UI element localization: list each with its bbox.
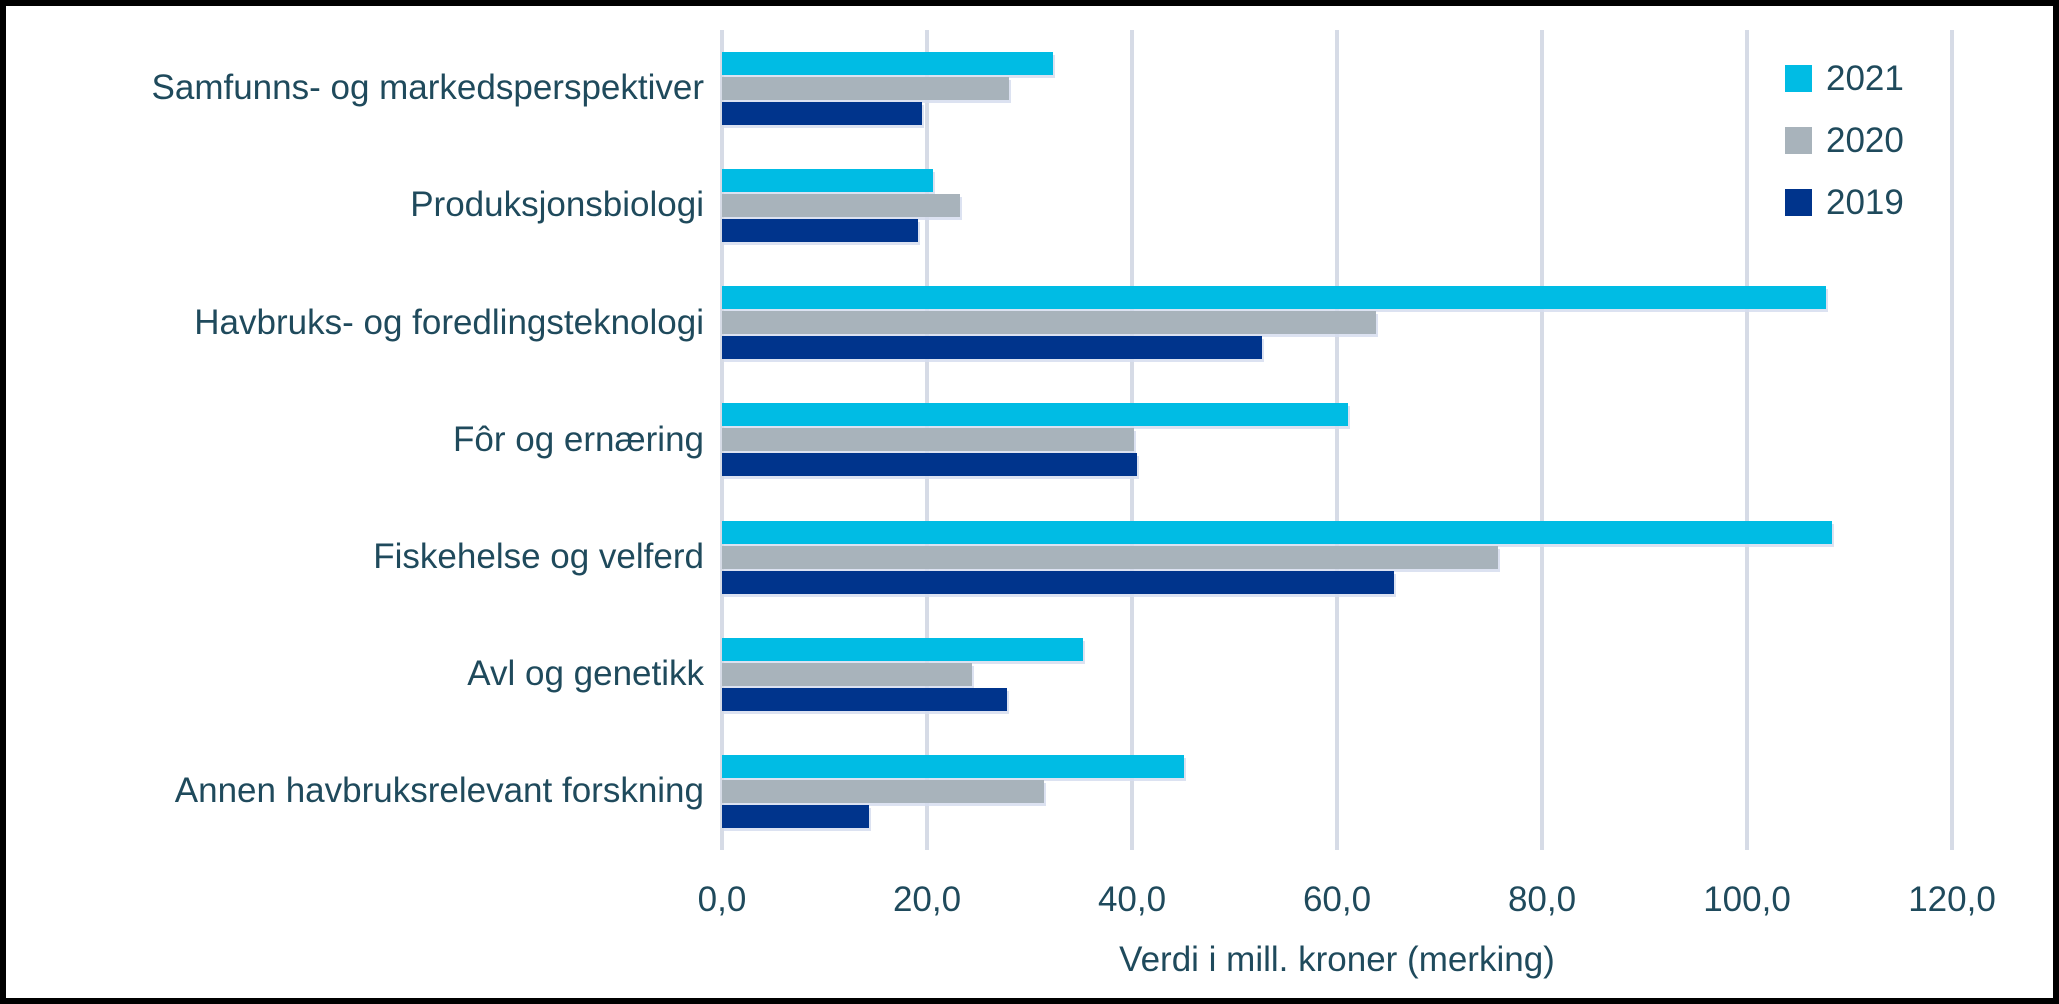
bar-2021 [722,52,1054,76]
bar-2019 [722,336,1263,360]
category-label: Annen havbruksrelevant forskning [174,771,704,811]
bar-2020 [722,662,973,686]
legend-label: 2019 [1826,183,1904,222]
bar-2019 [722,102,922,126]
bar-2020 [722,545,1498,569]
bar-2020 [722,311,1376,335]
category-row: Havbruks- og foredlingsteknologi [6,264,1952,381]
bar-group [722,733,1952,850]
x-tick-label: 40,0 [1097,880,1167,919]
x-tick-label: 60,0 [1302,880,1372,919]
category-row: Avl og genetikk [6,616,1952,733]
rows-area: Samfunns- og markedsperspektiver Produksj… [6,30,1952,850]
legend-label: 2020 [1826,121,1904,160]
x-axis-title: Verdi i mill. kroner (merking) [1119,940,1555,979]
gridline [1745,30,1749,850]
legend-item-2021: 2021 [1785,58,1904,99]
gridline [1335,30,1339,850]
category-label: Avl og genetikk [467,654,704,694]
x-tick-label: 0,0 [697,880,747,919]
category-label: Fiskehelse og velferd [373,536,704,576]
bar-group [722,147,1952,264]
category-row: Fôr og ernæring [6,381,1952,498]
bar-2019 [722,219,918,243]
category-row: Fiskehelse og velferd [6,499,1952,616]
category-row: Annen havbruksrelevant forskning [6,733,1952,850]
legend-swatch-icon [1785,189,1812,216]
bar-group [722,30,1952,147]
category-label: Havbruks- og foredlingsteknologi [194,302,704,342]
gridline [1950,30,1954,850]
x-tick-label: 100,0 [1703,880,1791,919]
category-row: Produksjonsbiologi [6,147,1952,264]
category-row: Samfunns- og markedsperspektiver [6,30,1952,147]
bar-2021 [722,169,934,193]
bar-2019 [722,570,1395,594]
bar-2020 [722,77,1009,101]
category-label: Fôr og ernæring [453,419,704,459]
bar-2020 [722,428,1135,452]
bar-2020 [722,779,1044,803]
legend-swatch-icon [1785,65,1812,92]
bar-2021 [722,754,1185,778]
bar-2021 [722,403,1349,427]
legend-label: 2021 [1826,59,1904,98]
bar-2020 [722,194,960,218]
x-axis-ticks: 0,0 20,0 40,0 60,0 80,0 100,0 120,0 [698,880,1996,928]
x-tick-label: 120,0 [1908,880,1996,919]
x-tick-label: 20,0 [892,880,962,919]
legend-item-2019: 2019 [1785,182,1904,223]
category-label: Produksjonsbiologi [410,185,704,225]
legend-swatch-icon [1785,127,1812,154]
category-label: Samfunns- og markedsperspektiver [151,68,704,108]
bar-2021 [722,520,1833,544]
bar-group [722,381,1952,498]
x-tick-label: 80,0 [1507,880,1577,919]
bar-group [722,499,1952,616]
bar-2019 [722,453,1138,477]
legend-item-2020: 2020 [1785,120,1904,161]
bar-2021 [722,286,1826,310]
bar-2021 [722,637,1083,661]
bar-2019 [722,687,1007,711]
gridline [1540,30,1544,850]
bar-group [722,264,1952,381]
bar-group [722,616,1952,733]
bar-2019 [722,804,869,828]
legend: 2021 2020 2019 [1785,58,1904,223]
